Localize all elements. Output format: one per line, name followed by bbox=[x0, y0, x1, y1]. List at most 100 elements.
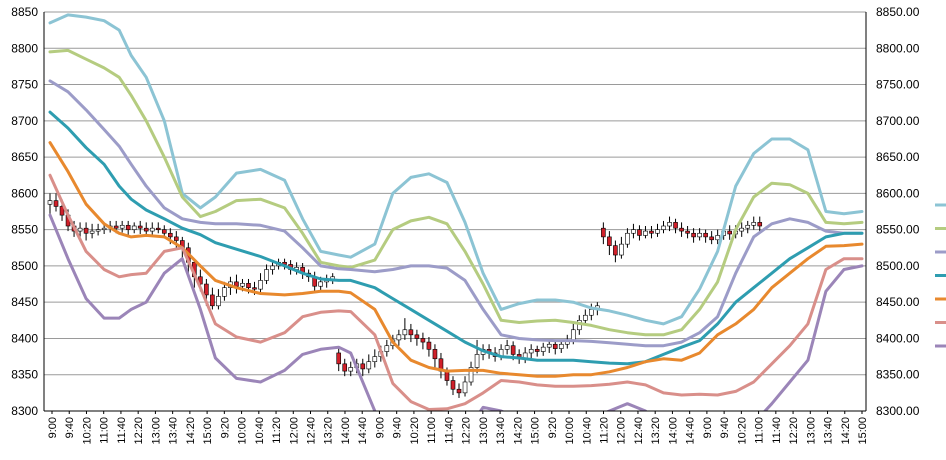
x-tick-label: 13:40 bbox=[495, 417, 507, 445]
y-tick-label-right: 8350.00 bbox=[876, 368, 920, 382]
x-tick-label: 10:20 bbox=[736, 417, 748, 445]
candle-body bbox=[402, 329, 408, 336]
x-tick-label: 11:40 bbox=[116, 417, 128, 444]
y-tick-label-right: 8650.00 bbox=[876, 150, 920, 164]
y-tick-label-left: 8300 bbox=[11, 404, 38, 418]
candle-body bbox=[703, 232, 708, 238]
candle-body bbox=[246, 283, 251, 288]
x-tick-label: 9:40 bbox=[719, 417, 731, 438]
x-tick-label: 15:00 bbox=[530, 417, 542, 445]
y-tick-label-right: 8500.00 bbox=[876, 259, 920, 273]
candle-body bbox=[552, 343, 558, 349]
candle-body bbox=[468, 367, 474, 383]
candle-body bbox=[450, 380, 456, 390]
x-tick-label: 9:40 bbox=[392, 417, 404, 438]
x-tick-label: 15:00 bbox=[202, 417, 214, 445]
candle-body bbox=[510, 345, 516, 355]
candle-body bbox=[47, 200, 53, 205]
candle-body bbox=[601, 227, 606, 238]
y-tick-label-right: 8300.00 bbox=[876, 404, 920, 418]
candle-body bbox=[149, 227, 155, 232]
candle-body bbox=[53, 200, 59, 207]
series-line-6 bbox=[48, 173, 864, 411]
candle-body bbox=[204, 283, 209, 296]
candle-body bbox=[685, 230, 690, 234]
candle-body bbox=[89, 230, 95, 234]
candle-body bbox=[210, 294, 215, 307]
x-tick-label: 13:00 bbox=[805, 417, 817, 445]
y-tick-label-left: 8700 bbox=[11, 114, 38, 128]
candle-body bbox=[216, 296, 221, 307]
candle-body bbox=[540, 346, 546, 352]
x-tick-label: 12:20 bbox=[461, 417, 473, 445]
candle-body bbox=[222, 287, 227, 297]
candle-body bbox=[143, 227, 149, 232]
candle-body bbox=[607, 236, 612, 246]
candle-body bbox=[697, 232, 702, 238]
x-tick-label: 11:00 bbox=[426, 417, 438, 444]
candle-body bbox=[384, 345, 390, 352]
y-tick-label-left: 8350 bbox=[11, 368, 38, 382]
candle-body bbox=[679, 227, 684, 232]
x-tick-label: 10:00 bbox=[564, 417, 576, 445]
y-tick-label-left: 8400 bbox=[11, 331, 38, 345]
candle-body bbox=[727, 230, 732, 235]
candle-body bbox=[264, 269, 269, 281]
y-tick-label-left: 8850 bbox=[11, 5, 38, 19]
x-tick-label: 14:20 bbox=[512, 417, 524, 445]
candle-body bbox=[137, 225, 143, 229]
candle-body bbox=[709, 236, 714, 241]
x-tick-label: 13:20 bbox=[323, 417, 335, 445]
x-tick-label: 11:20 bbox=[598, 417, 610, 444]
candle-body bbox=[661, 225, 666, 230]
y-tick-label-left: 8550 bbox=[11, 223, 38, 237]
x-tick-label: 11:00 bbox=[99, 417, 111, 444]
candle-body bbox=[396, 334, 402, 341]
y-tick-label-right: 8800.00 bbox=[876, 41, 920, 55]
x-tick-label: 12:20 bbox=[133, 417, 145, 445]
x-tick-label: 9:00 bbox=[47, 417, 59, 438]
series-line-5 bbox=[48, 141, 864, 378]
candle-body bbox=[95, 229, 101, 232]
candle-body bbox=[240, 283, 245, 287]
x-tick-label: 14:20 bbox=[185, 417, 197, 445]
axes: 8300 8300.00 8350 8350.00 8400 8400.00 8450 845… bbox=[11, 5, 919, 445]
y-tick-label-right: 8600.00 bbox=[876, 186, 920, 200]
candle-body bbox=[270, 265, 275, 270]
candle-body bbox=[691, 232, 696, 238]
series-line-2 bbox=[48, 48, 864, 337]
candle-body bbox=[625, 232, 630, 245]
candle-body bbox=[234, 281, 239, 287]
x-tick-label: 10:00 bbox=[237, 417, 249, 445]
candle-body bbox=[342, 363, 348, 372]
x-tick-label: 14:00 bbox=[340, 417, 352, 445]
series-line-1 bbox=[48, 13, 864, 326]
candle-body bbox=[113, 225, 119, 229]
x-tick-label: 12:20 bbox=[788, 417, 800, 445]
x-tick-label: 12:40 bbox=[306, 417, 318, 445]
series-lines bbox=[48, 13, 864, 411]
candle-body bbox=[125, 224, 131, 230]
x-tick-label: 14:40 bbox=[357, 417, 369, 445]
x-tick-label: 9:20 bbox=[547, 417, 559, 438]
candle-body bbox=[643, 230, 648, 236]
candle-body bbox=[637, 229, 642, 236]
candle-body bbox=[252, 287, 257, 290]
x-tick-label: 9:40 bbox=[64, 417, 76, 438]
y-tick-label-left: 8500 bbox=[11, 259, 38, 273]
candle-body bbox=[101, 227, 107, 230]
candle-body bbox=[77, 227, 83, 232]
series-line-7 bbox=[48, 213, 864, 411]
series-line-3 bbox=[48, 79, 864, 348]
x-tick-label: 13:40 bbox=[823, 417, 835, 445]
candle-body bbox=[462, 381, 468, 394]
candle-body bbox=[420, 338, 426, 343]
candle-body bbox=[414, 334, 420, 339]
x-tick-label: 13:40 bbox=[168, 417, 180, 445]
x-tick-label: 12:00 bbox=[616, 417, 628, 445]
candle-body bbox=[589, 309, 594, 316]
x-tick-label: 10:40 bbox=[581, 417, 593, 445]
candle-body bbox=[426, 341, 432, 350]
candle-body bbox=[715, 235, 720, 241]
